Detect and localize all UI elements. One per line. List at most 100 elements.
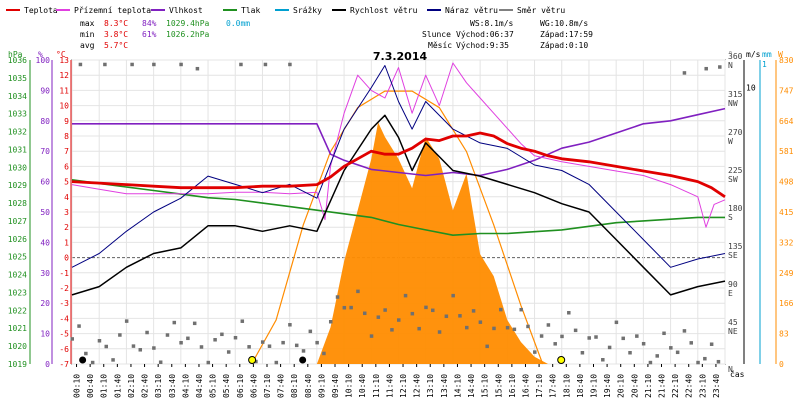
x-tick-label: 14:10 — [453, 374, 462, 398]
temperature-tick: 2 — [64, 223, 69, 232]
x-tick-label: 19:40 — [603, 374, 612, 398]
wind-direction-point — [158, 360, 163, 364]
unit-ms: m/s — [746, 50, 761, 59]
wind-direction-point — [281, 340, 285, 345]
solar-tick: 747 — [779, 86, 794, 95]
wind-direction-point — [213, 338, 217, 342]
x-tick-label: 07:40 — [277, 374, 286, 398]
solar-tick: 581 — [779, 147, 794, 156]
wind-direction-point — [635, 334, 639, 338]
x-tick-label: 13:40 — [440, 374, 449, 398]
direction-label: NW — [728, 99, 738, 108]
x-tick-label: 01:10 — [100, 374, 109, 398]
wind-direction-point — [356, 289, 360, 294]
x-tick-label: 21:40 — [658, 374, 667, 398]
unit-pct: % — [38, 50, 43, 59]
wind-direction-point — [410, 311, 415, 316]
wind-direction-point — [145, 330, 149, 335]
pressure-tick: 1022 — [8, 306, 27, 315]
pressure-tick: 1032 — [8, 128, 27, 137]
solar-max-line — [251, 90, 544, 365]
wind-direction-point — [539, 334, 544, 338]
wind-direction-point — [669, 346, 673, 350]
wind-direction-point — [315, 340, 319, 345]
wind-direction-point — [220, 332, 224, 337]
wind-direction-point — [328, 319, 333, 324]
temperature-tick: 5 — [64, 178, 69, 187]
wind-direction-point — [580, 351, 585, 355]
x-tick-label: 02:40 — [141, 374, 150, 398]
direction-tick: 315 — [728, 90, 743, 99]
wind-direction-point — [492, 326, 496, 331]
temperature-tick: 12 — [59, 71, 69, 80]
wind-direction-point — [424, 305, 428, 310]
humidity-tick: 80 — [40, 117, 50, 126]
x-tick-label: 18:40 — [576, 374, 585, 398]
x-tick-label: 14:40 — [467, 374, 476, 398]
wind-direction-point — [601, 358, 605, 362]
unit-mm: mm — [762, 50, 772, 59]
pressure-tick: 1019 — [8, 360, 27, 369]
wind-direction-point — [417, 326, 421, 331]
legend-label: Směr větru — [517, 6, 565, 15]
x-tick-label: 02:10 — [127, 374, 136, 398]
x-tick-label: 22:40 — [685, 374, 694, 398]
wind-direction-point — [512, 327, 517, 332]
pressure-tick: 1030 — [8, 163, 27, 172]
solar-tick: 498 — [779, 178, 794, 187]
pressure-tick: 1025 — [8, 253, 27, 262]
humidity-tick: 70 — [40, 147, 50, 156]
wind-direction-point — [78, 62, 83, 67]
pressure-tick: 1021 — [8, 324, 27, 333]
wind-direction-point — [682, 71, 687, 75]
wind-direction-point — [172, 320, 177, 325]
legend-label: Přízemní teplota — [74, 6, 151, 15]
wind-gust-info: WG:10.8m/s — [540, 19, 588, 28]
wind-direction-point — [704, 66, 708, 71]
sunrise-info: Východ:06:37 — [456, 30, 514, 39]
x-tick-label: 17:10 — [535, 374, 544, 398]
wind-direction-point — [267, 344, 272, 348]
temperature-tick: 0 — [64, 254, 69, 263]
wind-direction-point — [397, 318, 401, 322]
wind-direction-point — [195, 66, 200, 71]
sunset-marker — [557, 356, 566, 364]
solar-tick: 332 — [779, 238, 794, 247]
wind-direction-point — [628, 350, 632, 355]
wind-direction-point — [369, 334, 374, 338]
wind-direction-point — [560, 334, 564, 339]
solar-area — [316, 122, 549, 364]
direction-tick: 135 — [728, 242, 743, 251]
wind-direction-point — [662, 331, 666, 336]
wind-direction-point — [465, 325, 469, 330]
wind-direction-point — [403, 293, 408, 298]
wind-direction-point — [505, 325, 510, 330]
wind-direction-point — [607, 345, 612, 350]
wind-direction-point — [247, 345, 251, 349]
wind-direction-point — [471, 309, 476, 313]
wind-direction-point — [84, 351, 88, 356]
wind-direction-point — [308, 329, 313, 334]
x-tick-label: 04:40 — [195, 374, 204, 398]
direction-label: W — [728, 137, 733, 146]
wind-direction-point — [130, 62, 134, 67]
humidity-tick: 100 — [36, 56, 51, 65]
wind-direction-point — [118, 333, 122, 337]
wind-direction-point — [103, 62, 107, 67]
wind-direction-point — [641, 341, 646, 346]
wind-direction-point — [703, 356, 707, 361]
wind-direction-point — [349, 305, 353, 310]
wind-direction-point — [288, 323, 292, 327]
wind-direction-point — [199, 345, 204, 349]
direction-tick: 90 — [728, 280, 738, 289]
wind-direction-point — [689, 341, 693, 345]
wind-direction-point — [478, 320, 483, 324]
temperature-tick: -5 — [59, 330, 69, 339]
wind-direction-point — [90, 360, 95, 365]
wind-direction-point — [301, 349, 306, 353]
legend-label: Tlak — [241, 6, 260, 15]
direction-label: SW — [728, 175, 738, 184]
wind-direction-point — [226, 350, 231, 354]
x-tick-label: 09:40 — [331, 374, 340, 398]
